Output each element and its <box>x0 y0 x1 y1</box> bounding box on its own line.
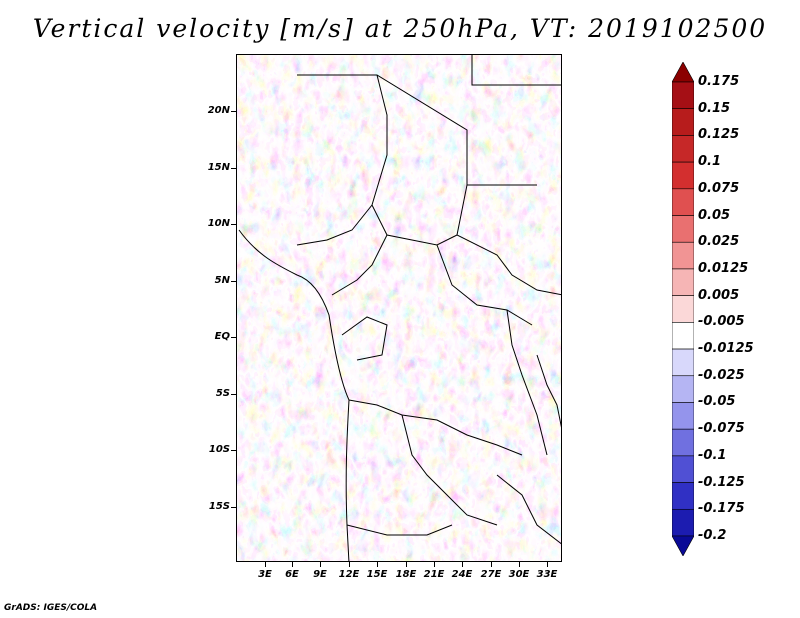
lat-label-5n: 5N <box>214 275 230 286</box>
colorbar-segment <box>672 108 694 136</box>
lon-label-24e: 24E <box>451 569 473 580</box>
lon-label-12e: 12E <box>338 569 360 580</box>
lon-label-6e: 6E <box>285 569 299 580</box>
colorbar-label: 0.0125 <box>698 260 749 276</box>
colorbar-label: -0.125 <box>698 474 745 490</box>
lon-label-15e: 15E <box>366 569 388 580</box>
lon-tick <box>349 562 350 567</box>
lat-tick <box>231 111 236 112</box>
map-title: Vertical velocity [m/s] at 250hPa, VT: 2… <box>32 14 768 43</box>
colorbar-segment <box>672 295 694 323</box>
lat-label-10s: 10S <box>208 444 230 455</box>
colorbar-label: -0.2 <box>698 528 727 543</box>
lat-tick <box>231 224 236 225</box>
map-panel <box>236 54 562 562</box>
lon-label-27e: 27E <box>480 569 502 580</box>
colorbar-label: -0.0125 <box>698 341 754 357</box>
colorbar-segment <box>672 161 694 190</box>
colorbar-label: 0.175 <box>698 74 740 89</box>
colorbar-segment <box>672 188 694 216</box>
colorbar-label: -0.075 <box>698 421 745 437</box>
colorbar-label: -0.005 <box>698 314 745 330</box>
colorbar-segment <box>672 402 694 430</box>
colorbar-bottom-arrow <box>672 535 694 556</box>
lat-label-5s: 5S <box>215 388 230 399</box>
grads-credit: GrADS: IGES/COLA <box>4 603 98 613</box>
lat-label-20n: 20N <box>207 105 230 116</box>
lon-label-3e: 3E <box>258 569 272 580</box>
lon-tick <box>547 562 548 567</box>
colorbar-segment <box>672 241 694 270</box>
lon-tick <box>320 562 321 567</box>
colorbar-segment <box>672 348 694 377</box>
colorbar-label: -0.175 <box>698 501 745 517</box>
country-borders <box>238 55 561 561</box>
lat-label-15n: 15N <box>207 162 230 173</box>
lon-tick <box>406 562 407 567</box>
colorbar-label: 0.05 <box>698 207 731 223</box>
lon-tick <box>434 562 435 567</box>
colorbar-label: 0.075 <box>698 180 740 196</box>
colorbar-label: -0.05 <box>698 394 736 410</box>
lat-tick <box>231 168 236 169</box>
lat-tick <box>231 281 236 282</box>
colorbar-label: 0.025 <box>698 234 740 250</box>
colorbar-segment <box>672 455 694 483</box>
colorbar-segment <box>672 268 694 296</box>
lon-label-18e: 18E <box>395 569 417 580</box>
colorbar-segment <box>672 81 694 110</box>
colorbar-segment <box>672 482 694 510</box>
colorbar-label: -0.1 <box>698 447 727 463</box>
lon-tick <box>265 562 266 567</box>
lon-tick <box>292 562 293 567</box>
velocity-field <box>237 55 561 561</box>
lon-label-33e: 33E <box>536 569 558 580</box>
colorbar-segment <box>672 508 694 537</box>
colorbar-label: -0.025 <box>698 367 745 383</box>
lon-label-9e: 9E <box>313 569 327 580</box>
colorbar-top-arrow <box>672 62 694 83</box>
lat-tick <box>231 450 236 451</box>
lon-label-21e: 21E <box>423 569 445 580</box>
colorbar-segment <box>672 375 694 403</box>
colorbar-segment <box>672 135 694 163</box>
lon-label-30e: 30E <box>508 569 530 580</box>
colorbar-label: 0.125 <box>698 127 740 143</box>
colorbar <box>672 62 694 556</box>
colorbar-segment <box>672 322 694 350</box>
lat-label-15s: 15S <box>208 501 230 512</box>
lat-label-10n: 10N <box>207 218 230 229</box>
lat-tick <box>231 507 236 508</box>
lon-tick <box>377 562 378 567</box>
lon-tick <box>491 562 492 567</box>
colorbar-segment <box>672 215 694 243</box>
colorbar-label: 0.005 <box>698 287 740 303</box>
lat-tick <box>231 337 236 338</box>
lon-tick <box>519 562 520 567</box>
lon-tick <box>462 562 463 567</box>
colorbar-label: 0.1 <box>698 154 722 170</box>
colorbar-label: 0.15 <box>698 100 731 116</box>
lat-tick <box>231 394 236 395</box>
lat-label-eq: EQ <box>214 331 230 342</box>
colorbar-segment <box>672 428 694 457</box>
